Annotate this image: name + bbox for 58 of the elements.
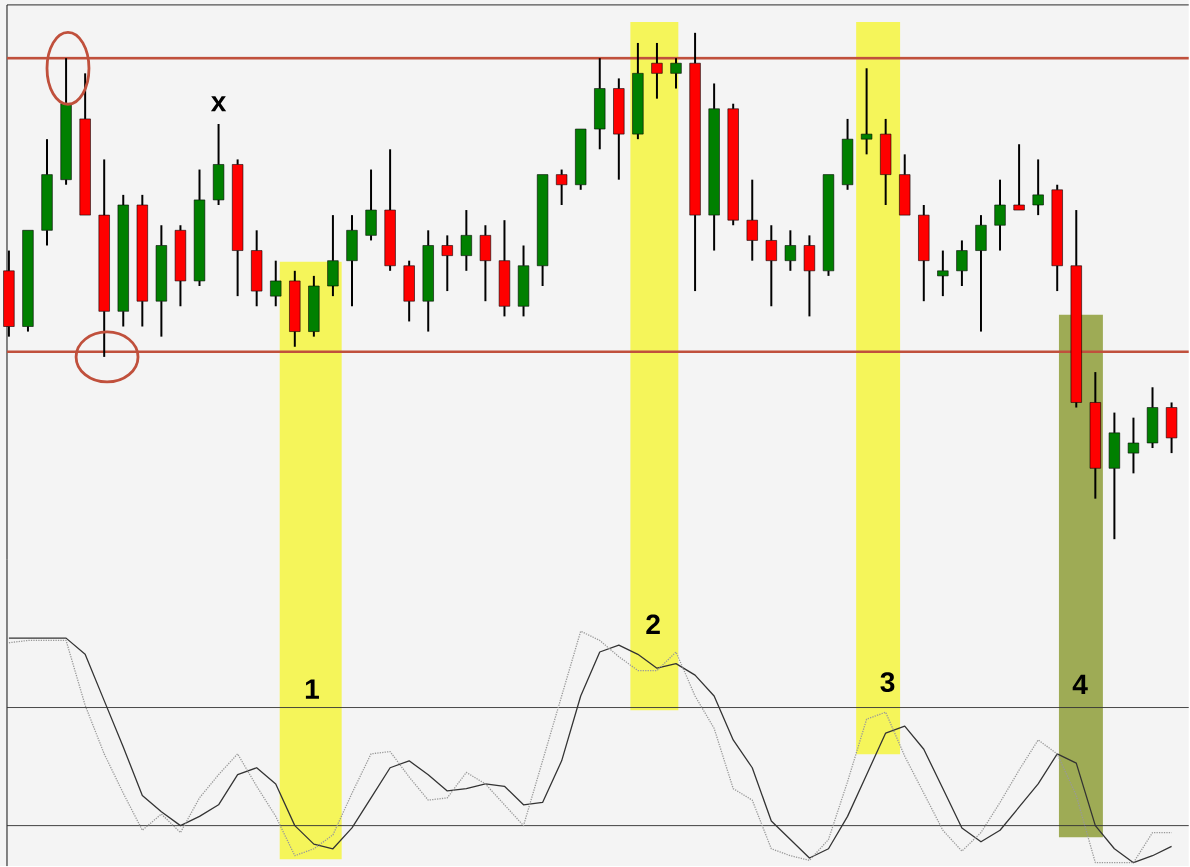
candlestick <box>308 275 320 338</box>
candlestick <box>98 158 110 359</box>
candlestick <box>346 214 358 308</box>
annotation: 2 <box>646 614 660 635</box>
candlestick <box>155 224 168 338</box>
annotation: 4 <box>1072 674 1088 695</box>
candlestick <box>727 102 739 227</box>
candlestick <box>918 204 930 303</box>
candlestick <box>498 219 511 318</box>
candlestick <box>365 168 377 242</box>
candlestick <box>327 214 339 298</box>
candlestick <box>860 67 873 156</box>
candlestick <box>517 244 530 318</box>
candlestick <box>803 234 816 318</box>
annotation: 1 <box>305 679 319 699</box>
candlestick <box>689 32 701 293</box>
candlestick <box>1165 401 1178 455</box>
candlestick <box>1070 209 1082 409</box>
candlestick <box>441 234 453 293</box>
candlestick <box>708 82 720 252</box>
candlestick <box>632 42 644 141</box>
candlestick <box>270 259 282 308</box>
candlestick <box>746 178 758 262</box>
annotation: 3 <box>880 672 895 693</box>
candlestick <box>1108 411 1121 541</box>
candlestick <box>1032 158 1044 217</box>
candlestick <box>613 77 625 181</box>
candlestick <box>594 57 606 151</box>
candlestick <box>251 229 263 308</box>
candlestick <box>994 178 1006 252</box>
candlestick <box>1089 371 1101 500</box>
candlestick <box>422 229 434 333</box>
candlestick <box>479 224 492 303</box>
annotation: x <box>210 96 227 112</box>
candlestick <box>765 224 777 308</box>
candlestick <box>670 57 682 90</box>
candlestick <box>460 209 472 273</box>
candlestick <box>60 57 72 186</box>
candlestick <box>841 118 854 191</box>
candlestick <box>956 239 968 288</box>
candlestick <box>403 259 415 323</box>
candlestick <box>41 138 53 247</box>
candlestick <box>117 194 129 328</box>
candlestick <box>1146 386 1159 450</box>
candlestick <box>1051 183 1063 293</box>
candlestick <box>880 118 892 207</box>
candlestick <box>136 194 148 328</box>
candlestick <box>212 123 225 207</box>
candlestick <box>231 158 244 298</box>
candlestick <box>651 42 663 100</box>
candlestick <box>784 229 797 273</box>
candlestick <box>1127 416 1140 475</box>
candlestick <box>556 168 568 207</box>
candlestick <box>937 249 949 298</box>
candlestick <box>289 270 301 348</box>
candlestick <box>174 224 187 308</box>
candlestick <box>975 214 987 333</box>
candlestick <box>384 148 396 273</box>
